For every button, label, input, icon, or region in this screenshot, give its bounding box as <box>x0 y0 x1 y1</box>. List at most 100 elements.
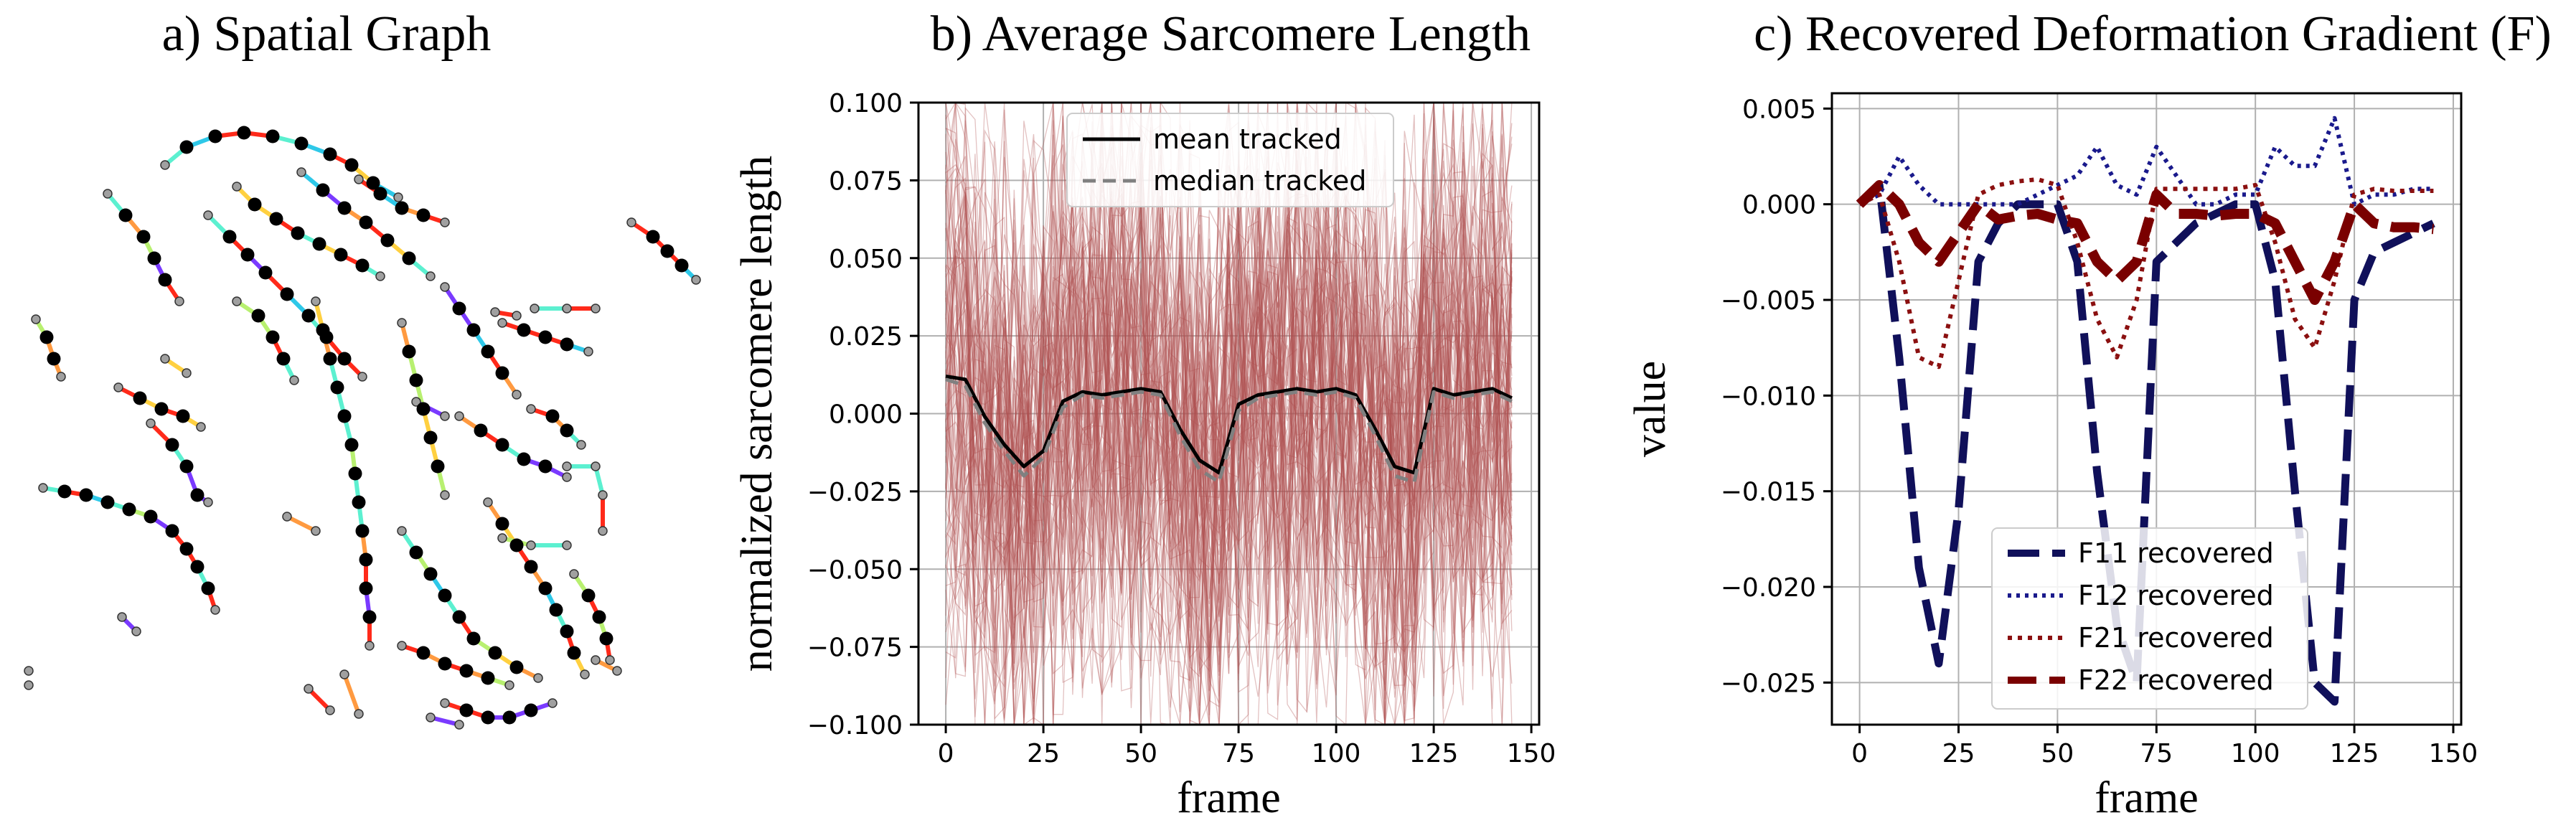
graph-node <box>251 309 265 323</box>
graph-node <box>79 488 93 502</box>
y-tick-label: −0.050 <box>807 555 903 585</box>
graph-node <box>481 344 495 359</box>
individual-trace <box>945 281 1513 682</box>
individual-trace <box>945 128 1513 606</box>
graph-node <box>190 560 205 574</box>
graph-node-endpoint <box>569 569 579 579</box>
graph-node-endpoint <box>160 160 170 170</box>
individual-trace <box>945 372 1513 675</box>
graph-node-endpoint <box>504 680 514 690</box>
graph-node <box>481 671 495 685</box>
y-tick-label: 0.000 <box>1742 191 1816 220</box>
y-tick-label: −0.010 <box>1721 382 1816 411</box>
graph-node <box>359 215 373 230</box>
graph-node <box>495 366 509 380</box>
graph-node-endpoint <box>626 217 636 227</box>
graph-node <box>312 237 326 251</box>
x-tick-label: 25 <box>1027 739 1060 768</box>
graph-node-endpoint <box>365 641 375 651</box>
y-tick-label: 0.050 <box>829 245 903 274</box>
graph-edge <box>306 687 332 712</box>
legend-label: F12 recovered <box>2078 580 2274 611</box>
graph-node <box>481 710 495 725</box>
graph-node-endpoint <box>512 311 522 321</box>
graph-node <box>599 631 614 646</box>
graph-node-endpoint <box>533 673 543 683</box>
graph-node <box>57 484 72 499</box>
graph-node-endpoint <box>440 282 450 292</box>
graph-node-endpoint <box>490 307 500 317</box>
x-tick-label: 0 <box>1851 739 1868 768</box>
graph-node <box>538 459 553 474</box>
graph-node <box>466 323 481 337</box>
graph-node <box>39 330 54 344</box>
individual-trace <box>945 218 1513 508</box>
graph-node <box>344 438 359 452</box>
panel-b-title: b) Average Sarcomere Length <box>931 6 1531 62</box>
individual-trace <box>945 226 1513 725</box>
individual-trace <box>945 185 1513 725</box>
graph-node-endpoint <box>296 167 306 177</box>
graph-node-endpoint <box>576 440 586 450</box>
graph-node-endpoint <box>131 626 141 636</box>
y-tick-label: −0.015 <box>1721 478 1816 507</box>
graph-node <box>201 581 215 596</box>
graph-node <box>567 646 581 660</box>
graph-node <box>337 352 352 366</box>
graph-node <box>179 140 194 154</box>
graph-node-endpoint <box>547 698 558 708</box>
y-tick-label: 0.000 <box>829 400 903 430</box>
graph-node-endpoint <box>38 483 48 493</box>
graph-node-endpoint <box>304 684 314 694</box>
x-tick-label: 25 <box>1942 739 1975 768</box>
individual-trace <box>945 187 1513 726</box>
individual-trace <box>945 265 1513 725</box>
individual-trace <box>945 193 1513 707</box>
graph-node <box>524 560 538 574</box>
individual-trace <box>945 169 1513 654</box>
individual-trace <box>945 164 1513 725</box>
legend-label: F21 recovered <box>2078 622 2274 654</box>
individual-trace <box>945 114 1513 542</box>
individual-trace <box>945 177 1513 725</box>
graph-node <box>265 129 280 143</box>
graph-node <box>179 542 194 556</box>
graph-node-endpoint <box>591 461 601 471</box>
graph-node-endpoint <box>598 490 608 500</box>
individual-trace <box>945 194 1513 725</box>
individual-trace <box>945 258 1513 655</box>
individual-trace <box>945 108 1513 726</box>
panel-a-title: a) Spatial Graph <box>162 6 492 62</box>
graph-node-endpoint <box>497 533 507 543</box>
individual-trace <box>945 195 1513 489</box>
graph-node <box>294 136 309 151</box>
graph-node <box>291 226 305 240</box>
graph-node <box>502 710 517 725</box>
panel-b-chart: 0 25 50 75 100 125 150 0.100 0.075 0.050 0.025 0.00… <box>733 89 1556 822</box>
graph-node-endpoint <box>203 210 213 220</box>
x-tick-label: 50 <box>1124 739 1157 768</box>
x-tick-label: 100 <box>2231 739 2280 768</box>
graph-node-endpoint <box>580 669 590 679</box>
series-line-median-tracked <box>945 377 1513 484</box>
graph-node <box>438 656 452 671</box>
graph-node <box>154 402 169 416</box>
graph-node <box>179 459 194 474</box>
graph-node <box>416 646 431 660</box>
graph-node <box>560 337 574 352</box>
graph-node <box>122 502 136 517</box>
graph-node <box>258 265 273 280</box>
graph-node <box>355 258 370 273</box>
individual-trace <box>945 227 1513 726</box>
individual-trace <box>945 268 1513 608</box>
graph-node <box>301 309 316 323</box>
graph-node <box>337 409 352 423</box>
x-tick-label: 0 <box>938 739 954 768</box>
individual-trace <box>945 128 1513 725</box>
graph-node <box>269 212 283 226</box>
graph-node <box>459 703 474 717</box>
individual-trace <box>945 254 1513 725</box>
y-tick-label: 0.005 <box>1742 95 1816 124</box>
individual-trace <box>945 156 1513 653</box>
